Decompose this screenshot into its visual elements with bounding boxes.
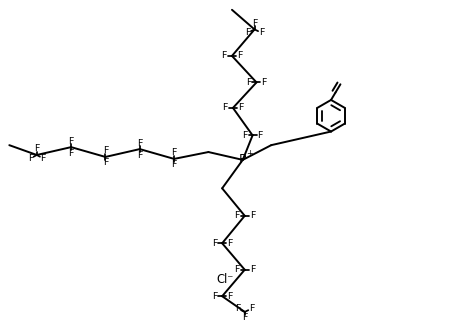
- Text: F: F: [68, 137, 74, 146]
- Text: F: F: [68, 149, 74, 158]
- Text: F: F: [250, 211, 255, 220]
- Text: F: F: [234, 265, 240, 274]
- Text: F: F: [246, 78, 252, 87]
- Text: F: F: [237, 52, 242, 61]
- Text: F: F: [234, 211, 240, 220]
- Text: F: F: [34, 145, 40, 154]
- Text: F: F: [103, 147, 108, 156]
- Text: +: +: [246, 149, 253, 158]
- Text: F: F: [40, 154, 46, 163]
- Text: F: F: [252, 19, 257, 28]
- Text: F: F: [171, 160, 177, 169]
- Text: F: F: [103, 158, 108, 167]
- Text: F: F: [259, 28, 264, 37]
- Text: F: F: [242, 131, 248, 140]
- Text: P: P: [239, 153, 247, 166]
- Text: Cl⁻: Cl⁻: [216, 273, 234, 286]
- Text: F: F: [258, 131, 263, 140]
- Text: F: F: [212, 292, 217, 301]
- Text: F: F: [227, 239, 232, 248]
- Text: F: F: [261, 78, 267, 87]
- Text: F: F: [250, 265, 255, 274]
- Text: F: F: [212, 239, 217, 248]
- Text: F: F: [238, 103, 243, 112]
- Text: F: F: [137, 151, 142, 160]
- Text: F: F: [171, 148, 177, 157]
- Text: F: F: [235, 304, 241, 313]
- Text: F: F: [227, 292, 232, 301]
- Text: F: F: [242, 313, 248, 322]
- Text: F: F: [223, 103, 228, 112]
- Text: F: F: [222, 52, 227, 61]
- Text: F: F: [249, 304, 254, 313]
- Text: F: F: [28, 154, 34, 163]
- Text: F: F: [137, 138, 142, 147]
- Text: F: F: [245, 28, 250, 37]
